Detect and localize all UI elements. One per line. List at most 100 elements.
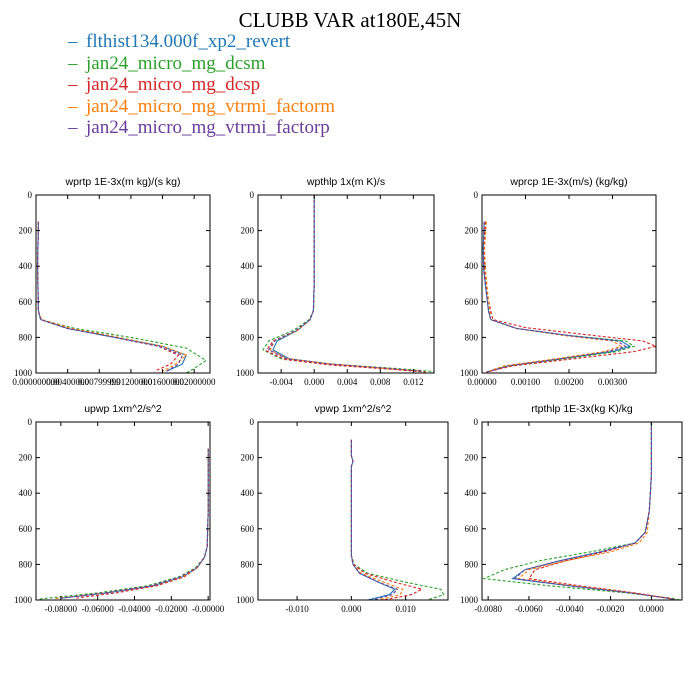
- plot-frame: [257, 194, 435, 374]
- subplot-2: wpthlp 1x(m K)/s 0 200 400 600 800 1000 -0.004 0…: [236, 176, 435, 387]
- x-tick-label: -0.06000: [82, 604, 115, 614]
- x-tick-label: 0.00200: [554, 377, 584, 387]
- x-tick-label: -0.04000: [118, 604, 151, 614]
- x-tick-label: 0.00400000: [46, 377, 89, 387]
- x-tick-label: -0.0080: [474, 604, 502, 614]
- y-tick-label: 1000: [460, 595, 479, 605]
- series-line-2: [37, 221, 208, 374]
- y-tick-label: 800: [241, 559, 255, 569]
- x-tick-label: 0.000000000: [12, 377, 60, 387]
- x-tick-label: 0.00799999: [78, 377, 121, 387]
- x-tick-label: 0.01200000: [110, 377, 153, 387]
- legend-label: jan24_micro_mg_dcsm: [86, 52, 266, 74]
- series-line-5: [37, 221, 184, 372]
- x-tick-label: 0.004: [337, 377, 358, 387]
- x-tick-label: 0.000: [341, 604, 362, 614]
- series-line-3: [37, 221, 180, 372]
- y-tick-label: 400: [241, 488, 255, 498]
- x-tick-label: 0.00100: [511, 377, 541, 387]
- x-tick-label: -0.08000: [45, 604, 78, 614]
- subplot-title: vpwp 1xm^2/s^2: [315, 403, 392, 415]
- legend: – flthist134.000f_xp2_revert – jan24_micro…: [68, 31, 335, 139]
- legend-label: jan24_micro_mg_vtrmi_factorp: [86, 117, 330, 139]
- y-tick-label: 400: [465, 261, 479, 271]
- y-tick-label: 200: [465, 226, 479, 236]
- legend-line-icon: –: [68, 31, 78, 52]
- legend-line-icon: –: [68, 52, 78, 74]
- series-line-3: [350, 439, 424, 601]
- y-tick-label: 0: [250, 417, 255, 427]
- y-tick-label: 800: [465, 332, 479, 342]
- chart-title: CLUBB VAR at180E,45N: [238, 8, 462, 32]
- x-tick-label: 0.010: [396, 604, 417, 614]
- legend-label: jan24_micro_mg_dcsp: [86, 74, 261, 96]
- y-tick-label: 400: [241, 261, 255, 271]
- series-line-5: [350, 439, 399, 601]
- y-tick-label: 600: [241, 524, 255, 534]
- plot-frame: [35, 421, 211, 601]
- plot-frame: [257, 421, 449, 601]
- y-tick-label: 0: [28, 190, 33, 200]
- y-tick-label: 600: [19, 524, 33, 534]
- y-tick-label: 0: [474, 417, 479, 427]
- subplot-title: rtpthlp 1E-3x(kg K)/kg: [531, 403, 633, 415]
- y-tick-label: 200: [465, 453, 479, 463]
- series-line-1: [482, 221, 632, 373]
- legend-item: – jan24_micro_mg_dcsp: [68, 74, 335, 96]
- series-line-1: [272, 195, 422, 372]
- y-tick-label: 800: [241, 332, 255, 342]
- y-tick-label: 600: [465, 297, 479, 307]
- x-tick-label: 0.01600000: [141, 377, 184, 387]
- y-tick-label: 1000: [236, 595, 255, 605]
- x-tick-label: 0.008: [370, 377, 391, 387]
- legend-line-icon: –: [68, 74, 78, 96]
- series-line-2: [262, 195, 435, 373]
- y-tick-label: 800: [19, 559, 33, 569]
- subplot-title: wpthlp 1x(m K)/s: [306, 176, 385, 188]
- x-tick-label: 0.02000000: [173, 377, 216, 387]
- x-tick-label: -0.00000: [192, 604, 225, 614]
- y-tick-label: 1000: [14, 368, 33, 378]
- x-tick-label: 0.00000: [467, 377, 497, 387]
- y-tick-label: 200: [241, 453, 255, 463]
- x-tick-label: -0.0020: [597, 604, 625, 614]
- subplot-6: rtpthlp 1E-3x(kg K)/kg02004006008001000-…: [460, 403, 683, 614]
- y-tick-label: 0: [28, 417, 33, 427]
- y-tick-label: 400: [19, 488, 33, 498]
- y-tick-label: 200: [241, 226, 255, 236]
- series-line-4: [517, 422, 677, 601]
- legend-label: jan24_micro_mg_vtrmi_factorm: [86, 95, 336, 117]
- y-tick-label: 0: [474, 190, 479, 200]
- legend-line-icon: –: [68, 95, 78, 117]
- subplot-title: wprtp 1E-3x(m kg)/(s kg): [65, 176, 181, 188]
- series-line-3: [265, 195, 426, 373]
- legend-line-icon: –: [68, 117, 78, 139]
- legend-label: flthist134.000f_xp2_revert: [86, 31, 291, 52]
- plot-frame: [481, 421, 683, 601]
- subplot-3: wprcp 1E-3x(m/s) (kg/kg) 0 200 400 600 800 100…: [460, 176, 658, 387]
- series-line-4: [484, 221, 623, 373]
- legend-item: – jan24_micro_mg_vtrmi_factorp: [68, 117, 335, 139]
- y-tick-label: 200: [19, 453, 33, 463]
- y-tick-label: 0: [250, 190, 255, 200]
- x-tick-label: 0.000: [304, 377, 325, 387]
- subplot-title: upwp 1xm^2/s^2: [84, 403, 162, 415]
- y-tick-label: 600: [19, 297, 33, 307]
- series-line-5: [60, 448, 209, 599]
- series-line-1: [350, 439, 396, 601]
- y-tick-label: 1000: [236, 368, 255, 378]
- y-tick-label: 200: [19, 226, 33, 236]
- series-line-2: [481, 422, 681, 601]
- y-tick-label: 800: [465, 559, 479, 569]
- y-tick-label: 600: [241, 297, 255, 307]
- y-tick-label: 800: [19, 332, 33, 342]
- x-tick-label: 0.012: [403, 377, 423, 387]
- series-line-3: [75, 448, 209, 599]
- series-line-5: [482, 221, 627, 373]
- y-tick-label: 1000: [460, 368, 479, 378]
- x-tick-label: 0.00300: [598, 377, 628, 387]
- x-tick-label: -0.010: [285, 604, 309, 614]
- y-tick-label: 1000: [14, 595, 33, 605]
- subplot-4: upwp 1xm^2/s^202004006008001000-0.08000-…: [14, 403, 225, 614]
